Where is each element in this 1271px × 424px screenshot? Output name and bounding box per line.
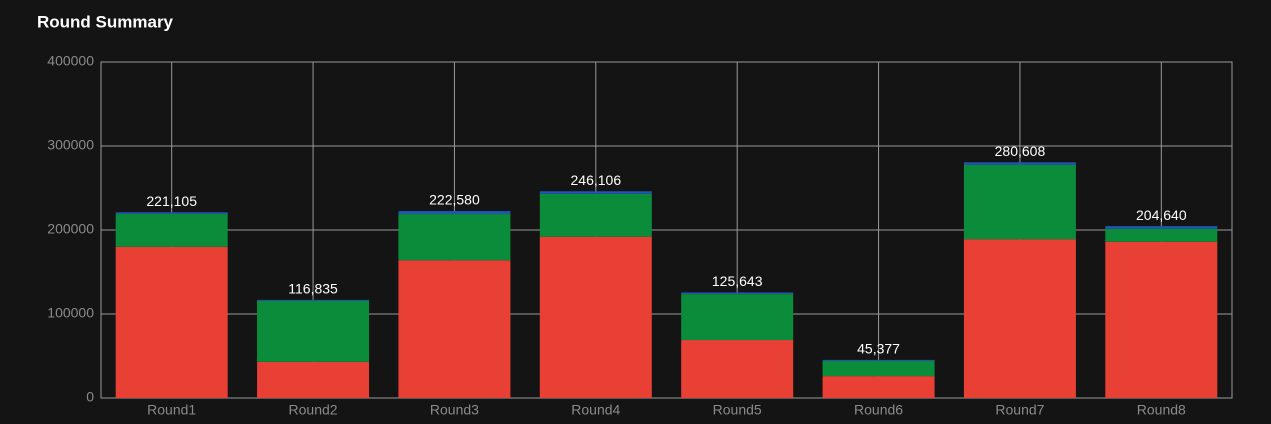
total-label: 45,377 [857,341,900,357]
bar-segment [681,340,794,398]
bar-segment [398,214,511,261]
x-tick-label: Round6 [854,402,903,418]
x-tick-label: Round5 [713,402,762,418]
bar-segment [963,239,1076,398]
bar-segment [963,162,1076,165]
bar-segment [539,193,652,237]
total-label: 222,580 [429,192,480,208]
bar-segment [822,361,935,377]
total-label: 221,105 [146,193,197,209]
y-tick-label: 200000 [47,221,94,237]
bar-segment [257,300,370,362]
bar-segment [398,211,511,215]
total-label: 246,106 [571,172,622,188]
y-tick-label: 100000 [47,305,94,321]
x-tick-label: Round8 [1137,402,1186,418]
bar-segment [539,191,652,194]
bar-segment [115,214,228,247]
bar-segment [963,164,1076,240]
bar-segment [257,361,370,398]
bar-segment [1105,228,1218,242]
x-tick-label: Round3 [430,402,479,418]
bar-segment [822,376,935,398]
bar-segment [257,299,370,301]
total-label: 116,835 [288,281,338,297]
x-tick-label: Round4 [571,402,620,418]
bar-segment [1105,241,1218,398]
chart-title: Round Summary [37,12,174,31]
y-tick-label: 0 [86,389,94,405]
x-tick-label: Round2 [289,402,338,418]
x-tick-label: Round7 [995,402,1044,418]
bar-segment [1105,226,1218,229]
bar-segment [398,260,511,398]
total-label: 204,640 [1136,207,1187,223]
bar-segment [115,212,228,215]
plot-frame [100,61,1233,399]
bar-segment [681,294,794,341]
total-label: 280,608 [995,143,1046,159]
bar-segment [681,292,794,295]
total-label: 125,643 [712,273,763,289]
bar-segment [539,236,652,398]
bar-segment [822,359,935,362]
y-tick-label: 400000 [47,53,94,69]
bar-segment [115,246,228,398]
x-tick-label: Round1 [147,402,196,418]
y-tick-label: 300000 [47,137,94,153]
